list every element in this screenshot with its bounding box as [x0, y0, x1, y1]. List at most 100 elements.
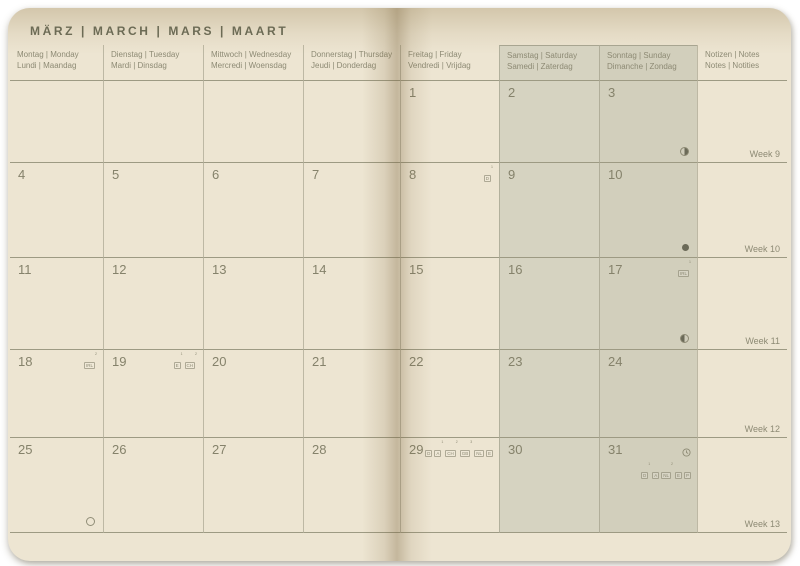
date-number: 14: [312, 262, 327, 277]
holiday-footnote-number: 1: [441, 440, 444, 444]
date-cell-top: 27: [204, 438, 303, 457]
holiday-footnote-number: 1: [689, 260, 691, 264]
empty-date-cell: [10, 81, 103, 163]
holiday-country-code: D: [641, 472, 649, 479]
holiday-footnote-number: 1: [180, 352, 183, 356]
date-number: 5: [112, 167, 120, 182]
date-cell-top: [104, 81, 203, 85]
day-header-saturday: Samstag | Saturday Samedi | Zaterdag: [499, 45, 599, 81]
date-cell-18: 18 IRL 2: [10, 350, 103, 438]
date-cell-top: [204, 81, 303, 85]
empty-date-cell: [303, 81, 400, 163]
date-cell-19: 19 E1 CH2: [103, 350, 203, 438]
date-cell-top: 9: [500, 163, 599, 182]
holiday-badge: D: [425, 442, 433, 460]
holiday-badge: A: [652, 464, 660, 482]
holiday-badge-group: IRL 1: [678, 260, 691, 280]
date-cell-5: 5: [103, 163, 203, 258]
day-header-monday: Montag | Monday Lundi | Maandag: [10, 45, 103, 81]
date-number: 17: [608, 262, 623, 277]
date-cell-top: 15: [401, 258, 499, 277]
date-number: 16: [508, 262, 523, 277]
holiday-badge: NL 2: [661, 462, 673, 482]
dst-clock-icon: [682, 444, 691, 462]
page-title: MÄRZ | MARCH | MARS | MAART: [30, 24, 289, 38]
date-number: 10: [608, 167, 623, 182]
notes-cell: Week 10: [697, 163, 787, 258]
holiday-country-code: D: [425, 450, 433, 457]
week-number-label: Week 12: [744, 424, 780, 434]
moon-full-icon: [86, 517, 95, 526]
date-cell-top: 25: [10, 438, 103, 457]
holiday-country-code: CH: [445, 450, 456, 457]
date-cell-top: 1: [401, 81, 499, 100]
holiday-badge: NL: [474, 442, 484, 460]
date-cell-top: 31 D1 A NL2 E P: [600, 438, 697, 482]
holiday-badge: E: [674, 464, 682, 482]
date-number: 20: [212, 354, 227, 369]
date-cell-12: 12: [103, 258, 203, 350]
notes-cell: Week 13: [697, 438, 787, 533]
day-header-line-fr-nl: Vendredi | Vrijdag: [408, 61, 471, 71]
holiday-badge: P: [683, 464, 691, 482]
day-header-line-fr-nl: Dimanche | Zondag: [607, 62, 677, 72]
holiday-country-code: A: [434, 450, 442, 457]
date-cell-6: 6: [203, 163, 303, 258]
holiday-footnote-number: 2: [195, 352, 197, 356]
date-number: 13: [212, 262, 227, 277]
holiday-badge: IRL 2: [84, 352, 97, 372]
holiday-country-code: D: [483, 175, 492, 182]
holiday-country-code: E: [173, 362, 181, 369]
day-header-line-de-en: Donnerstag | Thursday: [311, 50, 393, 59]
holiday-country-code: NL: [661, 472, 672, 479]
date-cell-top: 13: [204, 258, 303, 277]
date-cell-1: 1: [400, 81, 499, 163]
day-header-line-fr-nl: Lundi | Maandag: [17, 61, 77, 71]
date-cell-9: 9: [499, 163, 599, 258]
date-cell-3: 3: [599, 81, 697, 163]
holiday-badge: D1: [641, 462, 650, 482]
notes-header-line-fr-nl: Notes | Notities: [705, 61, 760, 71]
date-cell-top: 10: [600, 163, 697, 182]
date-number: 21: [312, 354, 327, 369]
date-cell-top: 8 D1: [401, 163, 499, 185]
date-cell-top: 20: [204, 350, 303, 369]
date-number: 12: [112, 262, 127, 277]
date-cell-24: 24: [599, 350, 697, 438]
notes-cell: Week 12: [697, 350, 787, 438]
date-number: 4: [18, 167, 26, 182]
week-number-label: Week 9: [749, 149, 780, 159]
day-header-line-de-en: Sonntag | Sunday: [607, 51, 671, 60]
holiday-badge: IRL 1: [678, 260, 691, 280]
date-number: 8: [409, 167, 417, 182]
holiday-badge-group: D1 A NL2 E P: [641, 462, 691, 482]
date-cell-top: 21: [304, 350, 400, 369]
date-cell-top: 19 E1 CH2: [104, 350, 203, 372]
holiday-badge-group: D1: [483, 165, 493, 185]
date-cell-17: 17 IRL 1: [599, 258, 697, 350]
date-number: 1: [409, 85, 417, 100]
holiday-badge: E: [485, 442, 493, 460]
date-cell-top: 30: [500, 438, 599, 457]
date-cell-top: 3: [600, 81, 697, 100]
holiday-badge: CH 2: [445, 440, 458, 460]
notes-header: Notizen | Notes Notes | Notities: [697, 45, 787, 81]
day-header-line-de-en: Samstag | Saturday: [507, 51, 578, 60]
date-number: 27: [212, 442, 227, 457]
date-number: 26: [112, 442, 127, 457]
holiday-footnote-number: 3: [470, 440, 473, 444]
date-cell-29: 29 D A1 CH2 GB3 NL E: [400, 438, 499, 533]
day-header-line-de-en: Mittwoch | Wednesday: [211, 50, 292, 59]
date-cell-25: 25: [10, 438, 103, 533]
week-number-label: Week 10: [744, 244, 780, 254]
day-header-line-fr-nl: Jeudi | Donderdag: [311, 61, 377, 71]
planner-spread: MÄRZ | MARCH | MARS | MAART Montag | Mon…: [8, 8, 791, 561]
date-cell-markers: D1 A NL2 E P: [641, 442, 691, 482]
holiday-footnote-number: 1: [491, 165, 493, 169]
holiday-country-code: CH: [184, 362, 196, 369]
holiday-badge-group: IRL 2: [84, 352, 97, 372]
date-cell-7: 7: [303, 163, 400, 258]
date-cell-2: 2: [499, 81, 599, 163]
day-header-line-de-en: Freitag | Friday: [408, 50, 462, 59]
date-cell-top: 14: [304, 258, 400, 277]
